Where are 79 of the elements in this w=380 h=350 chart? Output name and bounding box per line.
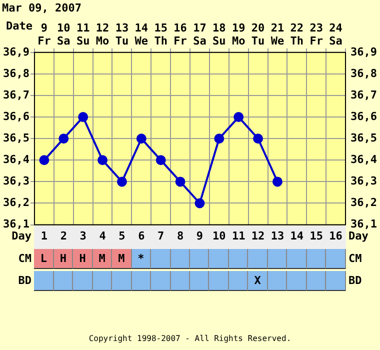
x-tick-label: 13 Tu bbox=[115, 21, 129, 48]
category-label: CM bbox=[18, 252, 32, 265]
x-tick-label: 23 Fr bbox=[310, 21, 324, 48]
x-tick-label: 12 Mo bbox=[96, 21, 110, 48]
x2-tick-label: 6 bbox=[138, 229, 146, 242]
y-tick-label: 36,4 bbox=[2, 153, 30, 166]
category-label: BD bbox=[348, 274, 362, 287]
point bbox=[78, 112, 88, 122]
x2-tick-label: 4 bbox=[99, 229, 106, 242]
point bbox=[214, 134, 224, 144]
point bbox=[156, 155, 166, 166]
x2-tick-label: 15 bbox=[310, 229, 323, 242]
x2-tick-label: 7 bbox=[158, 229, 164, 242]
point bbox=[136, 134, 146, 144]
point bbox=[194, 198, 205, 208]
x-tick-label: 16 Fr bbox=[174, 21, 188, 48]
x-tick-label: 9 Fr bbox=[38, 21, 52, 48]
y-tick-label: 36,5 bbox=[2, 131, 30, 144]
x2-tick-label: 2 bbox=[60, 229, 67, 242]
text: Copyright 1998-2007 - All Rights Reserved. bbox=[88, 334, 292, 343]
x2-tick-label: 12 bbox=[251, 229, 265, 242]
point bbox=[116, 176, 127, 187]
y2-tick-label: 36,4 bbox=[350, 153, 378, 166]
y2-tick-label: 36,7 bbox=[350, 88, 378, 102]
x-tick-label: 17 Sa bbox=[193, 21, 206, 48]
y-tick-label: 36,1 bbox=[2, 218, 30, 231]
x2-tick-label: 10 bbox=[212, 229, 226, 242]
x-tick-label: 15 Th bbox=[154, 21, 168, 48]
table-cell: H bbox=[73, 249, 93, 269]
y2-tick-label: 36,2 bbox=[350, 196, 378, 210]
x-tick-label: 19 Mo bbox=[232, 21, 246, 48]
table-cell: M bbox=[92, 249, 112, 269]
y2-tick-label: 36,9 bbox=[350, 45, 378, 58]
y2-tick-label: 36,1 bbox=[350, 218, 378, 231]
category-label: BD bbox=[18, 274, 32, 287]
x-tick-label: 18 Su bbox=[212, 21, 226, 48]
y2-tick-label: 36,3 bbox=[350, 174, 378, 188]
point bbox=[253, 134, 264, 144]
x2-tick-label: 3 bbox=[80, 229, 86, 242]
point bbox=[175, 176, 186, 187]
y-tick-label: 36,6 bbox=[2, 110, 30, 123]
table-cell: * bbox=[132, 249, 152, 269]
point bbox=[98, 155, 108, 166]
table-cell: L bbox=[34, 249, 54, 269]
x2-tick-label: 13 bbox=[270, 229, 284, 242]
x-tick-label: 10 Sa bbox=[57, 21, 70, 48]
y-tick-label: 36,7 bbox=[2, 88, 30, 102]
x2-tick-label: 9 bbox=[196, 229, 204, 242]
y2-tick-label: 36,8 bbox=[350, 66, 378, 80]
x2-tick-label: 11 bbox=[232, 229, 246, 242]
x2-tick-label: 16 bbox=[329, 229, 343, 242]
x-tick-label: 21 We bbox=[270, 21, 284, 48]
chart-title: Mar 09, 2007 bbox=[2, 1, 82, 14]
x2-tick-label: 8 bbox=[176, 229, 184, 242]
x2-tick-label: 14 bbox=[290, 229, 304, 242]
category-label: CM bbox=[348, 252, 362, 265]
x-tick-label: 14 We bbox=[134, 21, 148, 48]
y-tick-label: 36,8 bbox=[2, 66, 30, 80]
table-cell: M bbox=[112, 249, 132, 269]
table-cell: H bbox=[54, 249, 74, 269]
x-axis-title: Date bbox=[6, 19, 33, 32]
y2-tick-label: 36,6 bbox=[350, 110, 378, 123]
y2-tick-label: 36,5 bbox=[350, 131, 378, 144]
y-tick-label: 36,2 bbox=[2, 196, 30, 210]
text: Day bbox=[12, 229, 32, 242]
point bbox=[39, 155, 50, 166]
x2-tick-label: 5 bbox=[118, 229, 126, 242]
point bbox=[272, 176, 282, 187]
y-tick-label: 36,3 bbox=[2, 174, 30, 188]
point bbox=[234, 112, 244, 122]
x-tick-label: 22 Th bbox=[290, 21, 304, 48]
y-tick-label: 36,9 bbox=[2, 45, 30, 58]
x2-tick-label: 1 bbox=[40, 229, 48, 242]
point bbox=[58, 134, 69, 144]
x-tick-label: 11 Su bbox=[76, 21, 90, 48]
x-tick-label: 24 Sa bbox=[329, 21, 343, 48]
x-tick-label: 20 Tu bbox=[251, 21, 265, 48]
x2-axis-title: Day bbox=[348, 229, 369, 242]
table-cell: X bbox=[248, 271, 268, 291]
